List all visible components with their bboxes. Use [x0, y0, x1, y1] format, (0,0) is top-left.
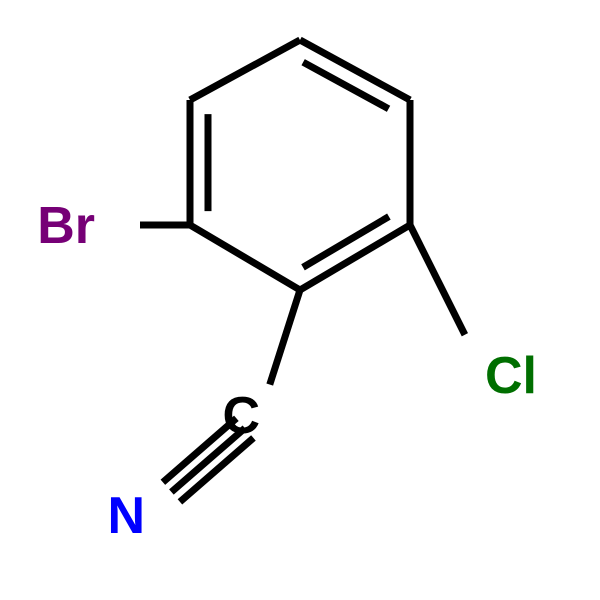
molecule-diagram: Br Cl C N — [0, 0, 600, 600]
atom-label-br: Br — [37, 197, 95, 255]
atom-label-c7: C — [222, 387, 260, 445]
atom-label-cl: Cl — [485, 347, 537, 405]
atom-label-n: N — [107, 487, 145, 545]
